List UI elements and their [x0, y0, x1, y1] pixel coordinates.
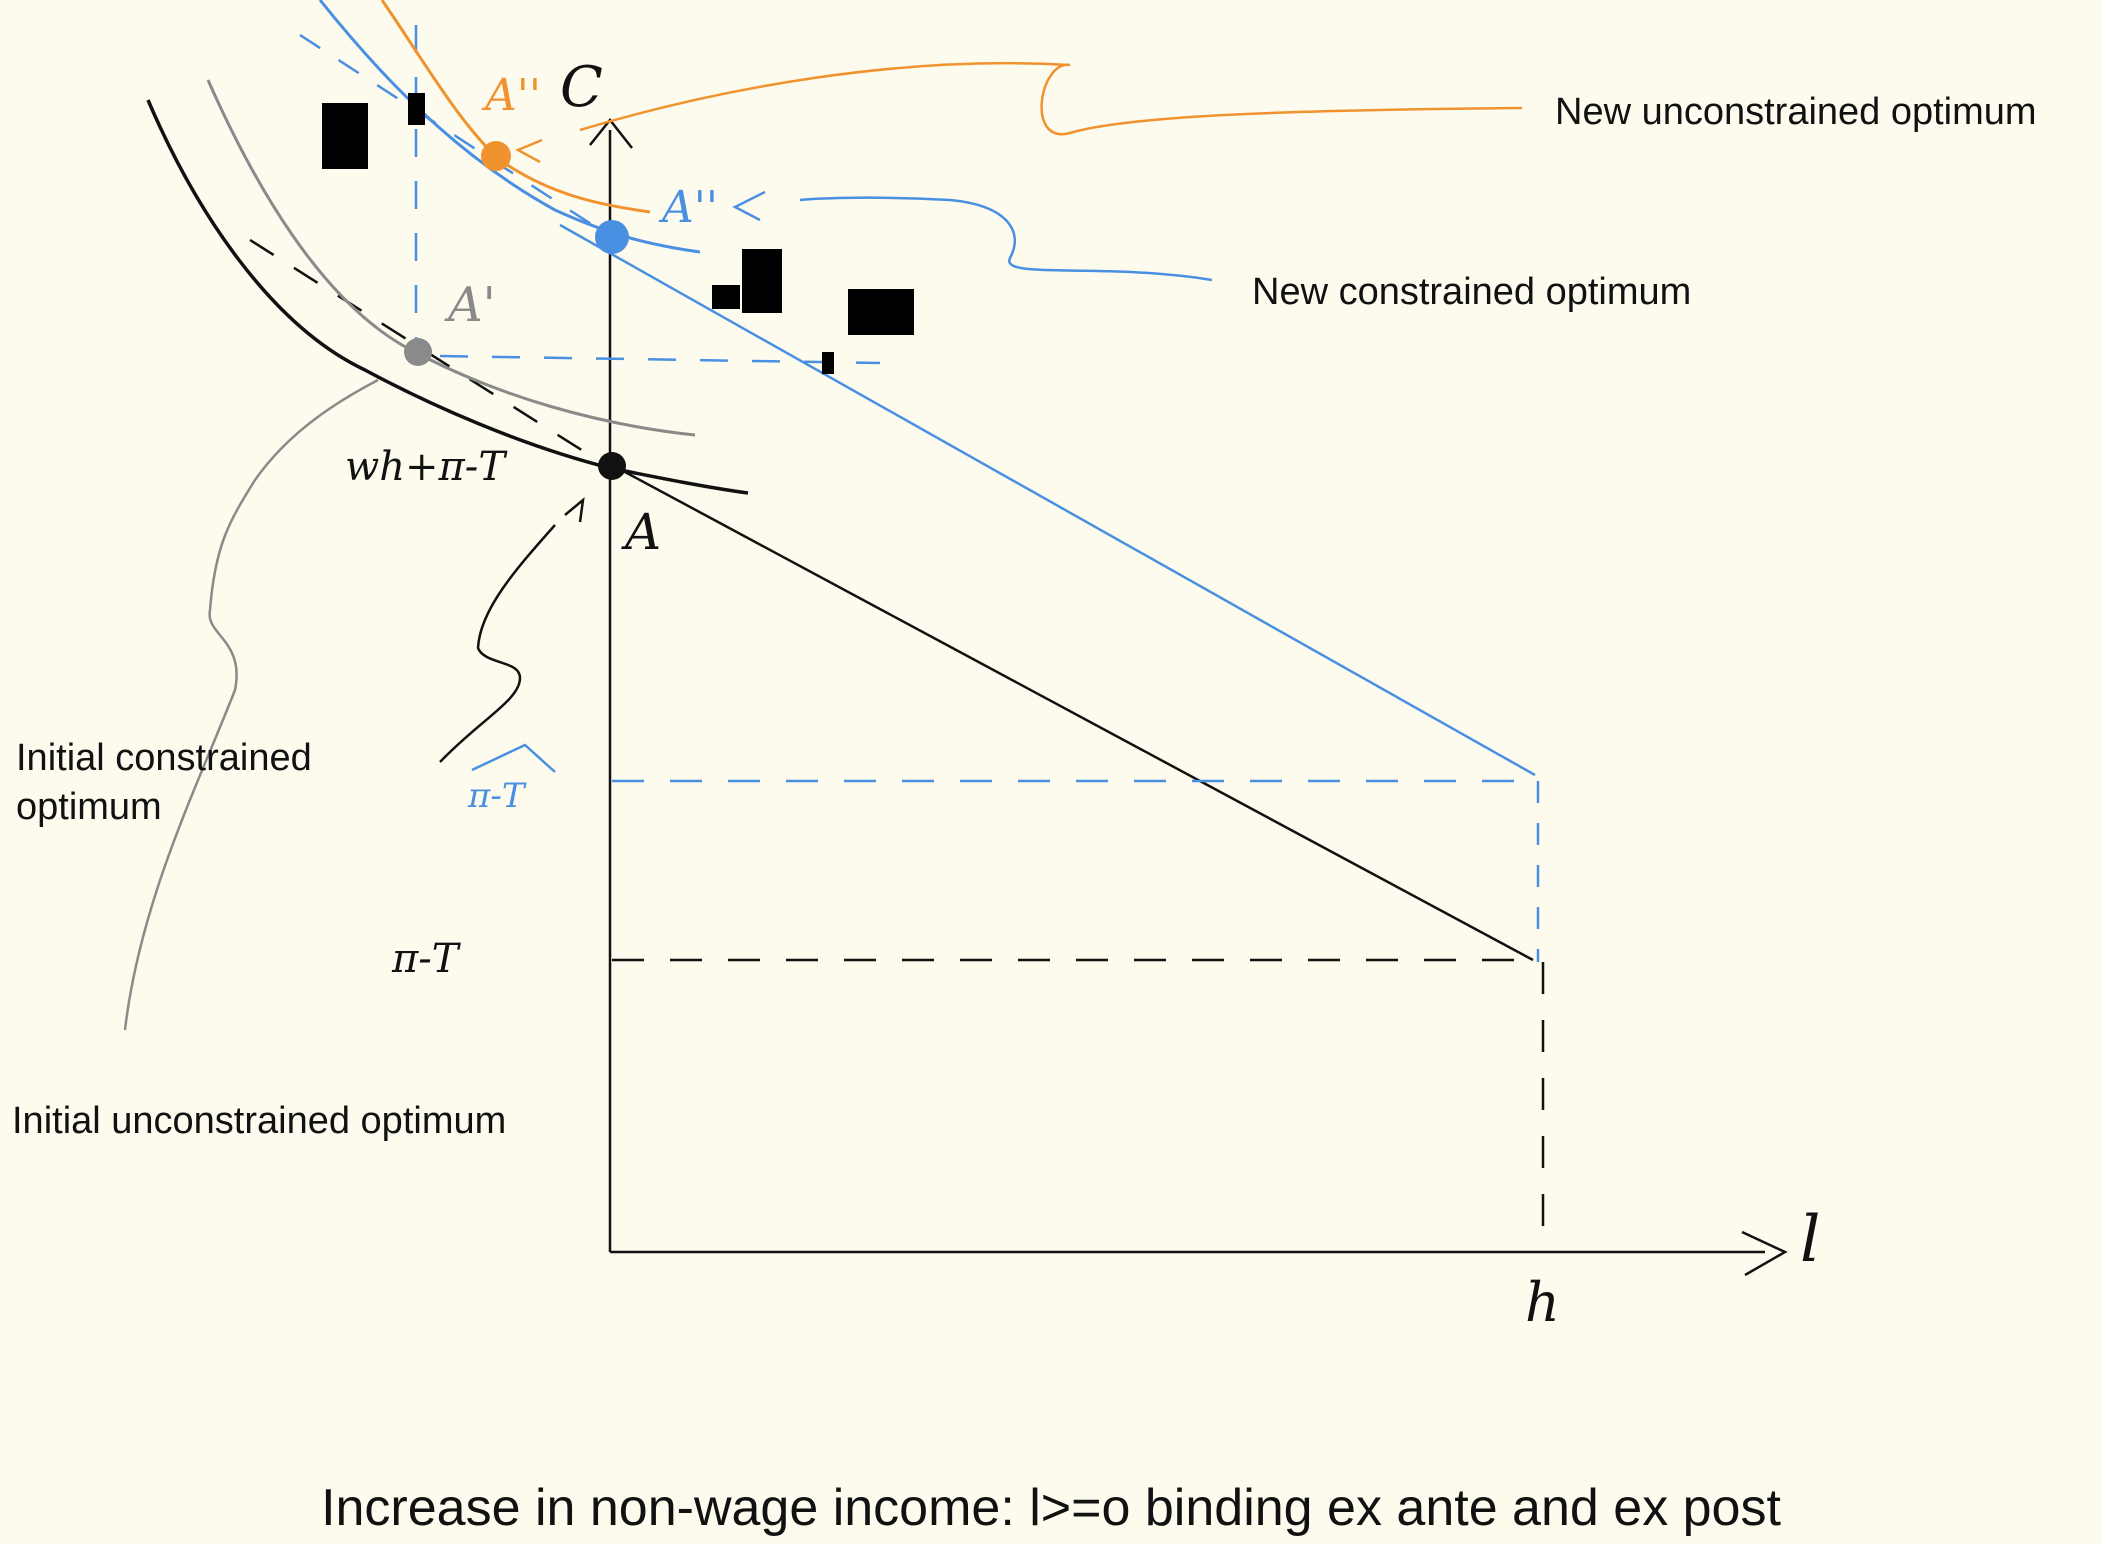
redaction-block [408, 93, 425, 125]
wh-label: wh+π-T [345, 444, 505, 490]
new-budget-line [559, 223, 1536, 777]
blue-arrowhead [732, 190, 766, 222]
orange-arrowhead [515, 138, 543, 164]
redaction-block [822, 352, 834, 374]
initial-constrained-annotation: Initial constrained optimum [16, 737, 312, 828]
y-axis-label: C [560, 55, 603, 120]
black-connector [439, 524, 556, 763]
point-A-double-prime-blue-label: A'' [662, 182, 718, 233]
point-A-double-prime-orange-label: A'' [485, 70, 541, 121]
x-axis-label: l [1800, 1203, 1821, 1277]
orange-connector [579, 61, 1523, 136]
A-prime-dashed-horizontal [439, 354, 881, 365]
point-A [598, 452, 626, 480]
redaction-block [848, 289, 914, 335]
point-A-prime-label: A' [448, 277, 496, 333]
point-A-label: A [625, 503, 662, 561]
h-tick-label: h [1525, 1271, 1560, 1334]
initial-indifference-curve [146, 99, 749, 495]
y-axis-arrow [589, 117, 633, 149]
new-pi-T-label: π-T [468, 776, 525, 816]
point-A-prime [404, 338, 432, 366]
redaction-block [712, 285, 740, 309]
gray-connector [123, 378, 379, 1031]
new-constrained-annotation: New constrained optimum [1252, 271, 1692, 313]
blue-dashed-upper [299, 33, 609, 237]
blue-connector [799, 196, 1213, 282]
point-A-double-prime-blue [595, 220, 629, 254]
diagram-caption: Increase in non-wage income: l>=o bindin… [321, 1479, 1781, 1537]
initial-budget-line [611, 463, 1534, 962]
new-unconstrained-annotation: New unconstrained optimum [1555, 91, 2037, 133]
redaction-block [322, 103, 368, 169]
pi-T-label: π-T [392, 936, 459, 982]
point-A-double-prime-orange [481, 141, 511, 171]
black-arrowhead [564, 496, 585, 523]
initial-unconstrained-annotation: Initial unconstrained optimum [12, 1100, 507, 1142]
x-axis-arrow [1741, 1230, 1788, 1277]
redaction-block [742, 249, 782, 313]
new-blue-indifference-curve [318, 0, 701, 254]
blue-hat-mark [471, 743, 556, 773]
